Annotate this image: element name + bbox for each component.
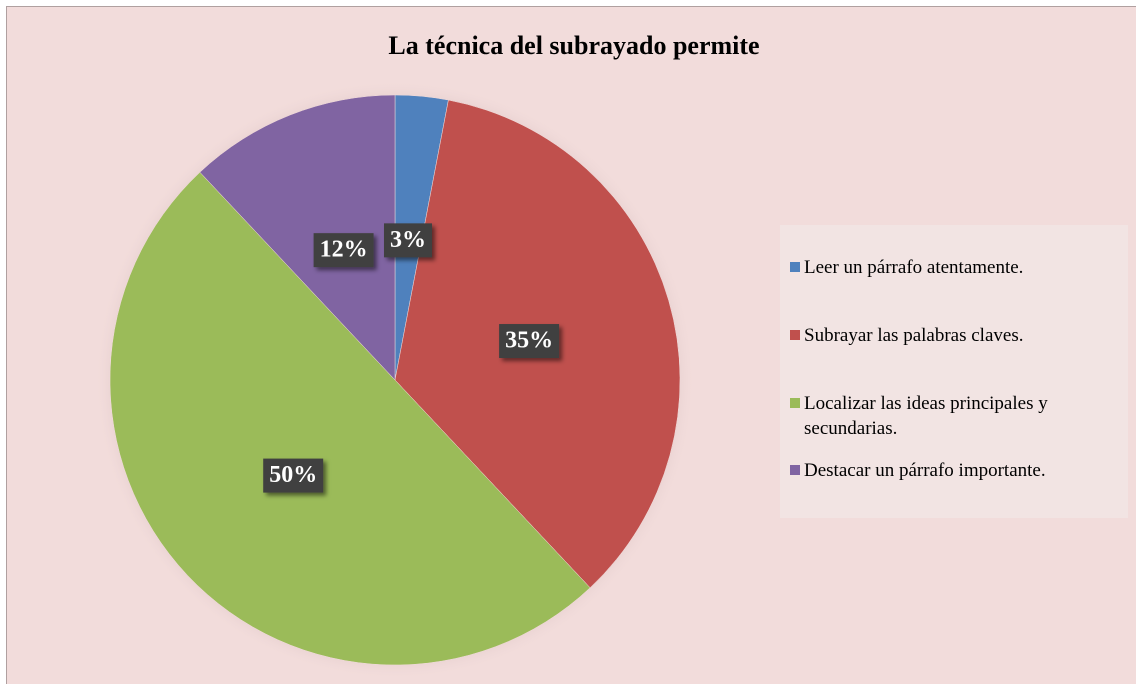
data-label-text: 35% [505,328,553,354]
data-label-box [313,233,374,268]
data-label-text: 3% [390,227,426,253]
legend-entry: Subrayar las palabras claves. [790,323,1120,348]
legend-swatch [790,262,800,272]
data-label-box [499,324,560,359]
legend-entry: Leer un párrafo atentamente. [790,255,1120,280]
legend-entry: Localizar las ideas principales y secund… [790,391,1120,441]
legend-label: Localizar las ideas principales y secund… [804,393,1048,439]
pie-slice [199,94,396,381]
data-label: 12% [313,233,374,268]
legend-label: Subrayar las palabras claves. [804,325,1024,346]
data-label-box [263,458,324,493]
legend-swatch [790,398,800,408]
legend-label: Destacar un párrafo importante. [804,460,1046,481]
legend-swatch [790,465,800,475]
legend: Leer un párrafo atentamente. Subrayar las… [780,225,1128,518]
pie-slice [109,171,591,666]
legend-entry: Destacar un párrafo importante. [790,458,1120,483]
data-label-text: 50% [269,462,317,488]
data-label-text: 12% [320,237,368,263]
chart-title: La técnica del subrayado permite [388,31,759,60]
data-label: 3% [384,223,432,258]
data-label: 35% [499,324,560,359]
data-label: 50% [263,458,324,493]
legend-swatch [790,330,800,340]
legend-label: Leer un párrafo atentamente. [804,257,1024,278]
data-label-box [384,223,432,258]
